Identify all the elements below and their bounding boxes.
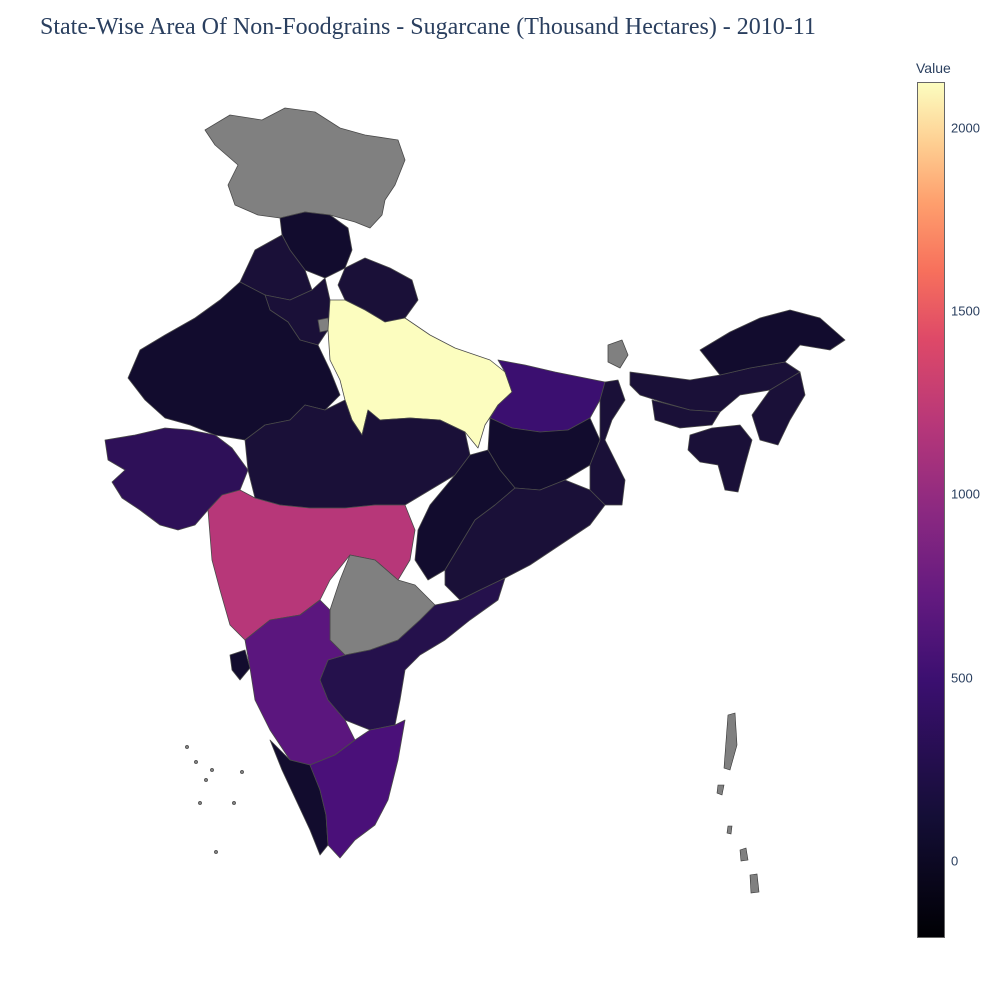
colorbar <box>917 82 945 938</box>
colorbar-tick-1500: 1500 <box>951 303 980 319</box>
colorbar-tick-0: 0 <box>951 853 959 869</box>
state-goa[interactable] <box>229 649 251 681</box>
colorbar-tick-500: 500 <box>951 670 973 686</box>
state-nagaland-manipur[interactable] <box>751 371 806 446</box>
state-tamil-nadu[interactable] <box>309 719 406 859</box>
colorbar-title: Value <box>916 60 951 76</box>
state-meghalaya[interactable] <box>651 399 721 429</box>
state-karnataka[interactable] <box>244 599 356 766</box>
state-west-bengal[interactable] <box>589 379 626 506</box>
colorbar-tick-1000: 1000 <box>951 486 980 502</box>
state-tripura-mizoram[interactable] <box>687 424 753 493</box>
state-sikkim[interactable] <box>607 339 629 369</box>
state-arunachal-pradesh[interactable] <box>699 309 846 376</box>
state-jammu-kashmir[interactable] <box>204 107 406 229</box>
islands-lakshadweep <box>185 745 244 854</box>
islands-andaman-nicobar <box>716 712 760 894</box>
colorbar-tick-2000: 2000 <box>951 120 980 136</box>
chart-title: State-Wise Area Of Non-Foodgrains - Suga… <box>40 14 816 40</box>
